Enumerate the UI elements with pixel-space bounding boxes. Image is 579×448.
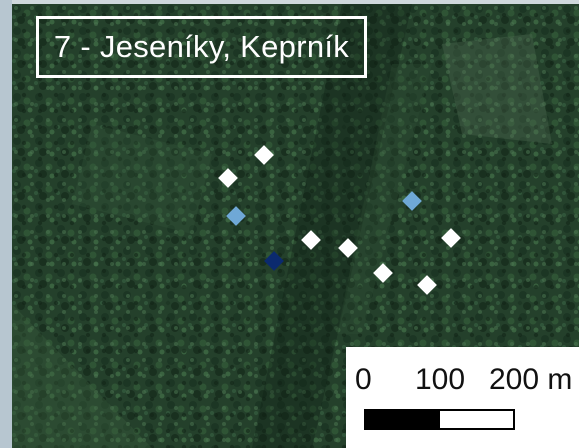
scale-label-200: 200 m	[489, 363, 573, 396]
scale-segment-black	[366, 411, 440, 428]
scale-label-100: 100	[415, 363, 466, 396]
scale-label-0: 0	[355, 363, 372, 396]
scale-segment-white	[439, 411, 513, 428]
map-title: 7 - Jeseníky, Keprník	[36, 16, 367, 78]
scale-bar-panel: 0 100 200 m	[346, 347, 579, 448]
aerial-forest-image[interactable]	[12, 4, 579, 448]
scale-bar	[364, 409, 515, 430]
panel-edge	[0, 0, 12, 448]
forest-aerial-svg	[12, 4, 579, 448]
